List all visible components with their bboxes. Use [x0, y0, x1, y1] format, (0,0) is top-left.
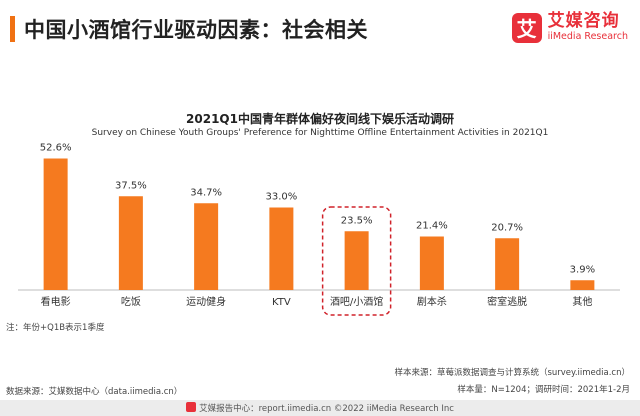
category-label: 运动健身 [186, 295, 226, 308]
bar [570, 280, 595, 290]
chart-title: 2021Q1中国青年群体偏好夜间线下娱乐活动调研 [186, 112, 454, 126]
category-label: 其他 [572, 295, 592, 308]
page-title: 中国小酒馆行业驱动因素：社会相关 [24, 18, 368, 42]
logo-name-en: iiMedia Research [547, 31, 628, 42]
chart-note: 注：年份+Q1B表示1季度 [6, 323, 105, 333]
bar-value-label: 3.9% [570, 264, 595, 275]
category-label: KTV [272, 297, 291, 308]
chart-subtitle: Survey on Chinese Youth Groups' Preferen… [91, 128, 549, 138]
footer-logo-icon [186, 402, 197, 412]
bar [118, 196, 143, 290]
logo-mark-icon: 艾 [511, 12, 542, 43]
bar-value-label: 33.0% [265, 192, 297, 203]
footer-bar: 艾媒报告中心：report.iimedia.cn ©2022 iiMedia R… [0, 400, 640, 416]
bar [495, 238, 520, 290]
sample-source: 样本来源：草莓派数据调查与计算系统（survey.iimedia.cn） [394, 368, 630, 378]
category-label: 看电影 [41, 295, 71, 308]
data-source: 数据来源：艾媒数据中心（data.iimedia.cn） [6, 387, 183, 397]
bar [194, 203, 219, 290]
bar-value-label: 34.7% [190, 187, 222, 198]
iimedia-logo: 艾 艾媒咨询 iiMedia Research [511, 12, 628, 43]
bar [269, 207, 294, 290]
logo-text: 艾媒咨询 iiMedia Research [548, 12, 628, 43]
category-label: 剧本杀 [417, 295, 447, 308]
bar-value-label: 52.6% [40, 143, 72, 154]
bar-value-label: 37.5% [115, 180, 147, 191]
bar [43, 158, 68, 290]
bar-value-label: 23.5% [341, 215, 373, 226]
sample-size: 样本量：N=1204；调研时间：2021年1-2月 [457, 385, 630, 395]
bar [419, 236, 444, 290]
bar [344, 231, 369, 290]
logo-name-cn: 艾媒咨询 [547, 11, 620, 31]
title-accent-bar [10, 16, 15, 42]
category-label: 密室逃脱 [487, 295, 527, 308]
category-label: 吃饭 [121, 295, 141, 308]
bar-value-label: 20.7% [491, 222, 523, 233]
footer-text-wrap: 艾媒报告中心：report.iimedia.cn ©2022 iiMedia R… [0, 402, 640, 414]
footer-text: 艾媒报告中心：report.iimedia.cn ©2022 iiMedia R… [199, 404, 454, 414]
bar-value-label: 21.4% [416, 221, 448, 232]
category-label: 酒吧/小酒馆 [330, 295, 383, 308]
